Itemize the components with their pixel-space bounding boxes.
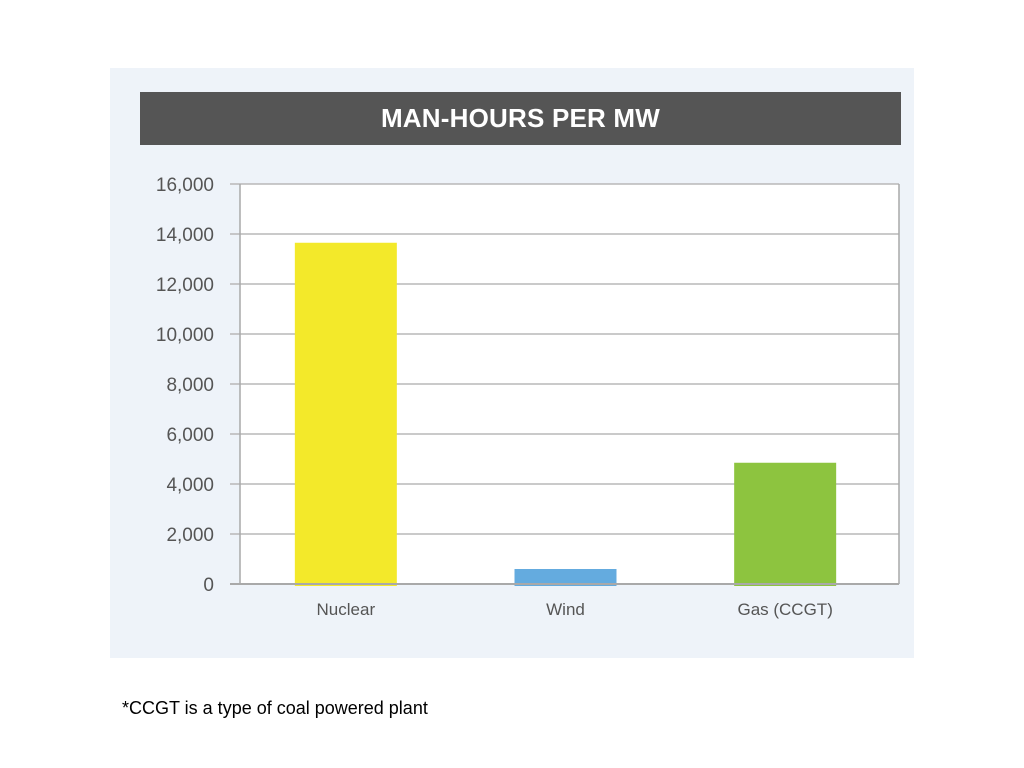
y-tick-label: 0 [203,575,214,596]
y-tick-label: 12,000 [156,275,214,296]
bar-nuclear [294,242,397,586]
y-tick-label: 16,000 [156,175,214,196]
y-tick-label: 2,000 [166,525,214,546]
footnote: *CCGT is a type of coal powered plant [122,698,428,718]
y-tick-label: 4,000 [166,475,214,496]
bar-wind [514,569,617,586]
y-tick-label: 10,000 [156,325,214,346]
tick-labels: 0 2,000 4,000 6,000 8,000 10,000 12,000 14,000 1… [156,175,833,619]
x-tick-label: Wind [546,600,585,619]
y-tick-label: 8,000 [166,375,214,396]
y-tick-label: 14,000 [156,225,214,246]
axes [230,184,900,585]
x-tick-label: Nuclear [317,600,376,619]
x-tick-label: Gas (CCGT) [737,600,832,619]
y-tick-label: 6,000 [166,425,214,446]
bar-gas-ccgt [734,462,837,586]
chart-title: MAN-HOURS PER MW [140,92,901,145]
bars [294,242,837,586]
